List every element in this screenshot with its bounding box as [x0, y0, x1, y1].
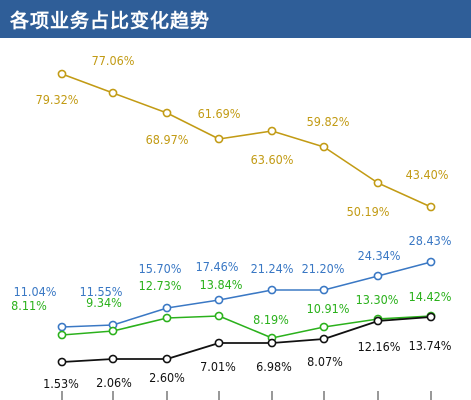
series-line-black	[61, 316, 432, 363]
data-point	[319, 334, 329, 344]
data-point	[214, 295, 224, 305]
data-label: 6.98%	[256, 359, 292, 374]
series-line-blue	[61, 261, 432, 328]
series-black: 1.53% 2.06% 2.60% 7.01% 6.98% 8.07% 12.16% 13.7…	[43, 312, 452, 391]
data-point	[162, 108, 172, 118]
data-label: 12.16%	[358, 339, 401, 354]
series-gold: 79.32% 77.06% 68.97% 61.69% 63.60% 59.82% 50.1…	[36, 53, 449, 219]
data-point	[319, 322, 329, 332]
data-point	[162, 354, 172, 364]
data-label: 8.11%	[11, 298, 47, 313]
data-point	[267, 338, 277, 348]
data-point	[108, 354, 118, 364]
chart-title: 各项业务占比变化趋势	[10, 10, 211, 32]
data-label: 50.19%	[347, 204, 390, 219]
series-line-green	[61, 315, 432, 339]
data-label: 77.06%	[92, 53, 135, 68]
data-label: 13.74%	[409, 338, 452, 353]
data-point	[426, 202, 436, 212]
data-label: 79.32%	[36, 92, 79, 107]
data-label: 17.46%	[196, 259, 239, 274]
data-label: 1.53%	[43, 376, 79, 391]
data-label: 11.55%	[80, 284, 123, 299]
data-label: 21.20%	[302, 261, 345, 276]
data-point	[57, 69, 67, 79]
data-label: 43.40%	[406, 167, 449, 182]
data-label: 7.01%	[200, 359, 236, 374]
data-label: 11.04%	[14, 284, 57, 299]
data-label: 59.82%	[307, 114, 350, 129]
data-point	[108, 326, 118, 336]
data-label: 21.24%	[251, 261, 294, 276]
data-label: 14.42%	[409, 289, 452, 304]
data-point	[373, 316, 383, 326]
data-point	[162, 303, 172, 313]
line-chart: 79.32% 77.06% 68.97% 61.69% 63.60% 59.82% 50.1…	[11, 53, 452, 400]
title-bar: 各项业务占比变化趋势	[0, 0, 471, 38]
data-label: 63.60%	[251, 152, 294, 167]
data-label: 61.69%	[198, 106, 241, 121]
data-label: 10.91%	[307, 301, 350, 316]
data-point	[214, 338, 224, 348]
data-label: 13.84%	[200, 277, 243, 292]
data-label: 24.34%	[358, 248, 401, 263]
data-label: 9.34%	[86, 295, 122, 310]
data-label: 15.70%	[139, 261, 182, 276]
data-label: 8.19%	[253, 312, 289, 327]
data-label: 28.43%	[409, 233, 452, 248]
data-point	[426, 312, 436, 322]
series-line-gold	[61, 73, 432, 208]
data-point	[214, 311, 224, 321]
data-point	[267, 285, 277, 295]
data-point	[57, 357, 67, 367]
data-point	[319, 285, 329, 295]
data-point	[373, 178, 383, 188]
data-label: 2.60%	[149, 370, 185, 385]
series-green: 8.11% 9.34% 12.73% 13.84% 8.19% 10.91% 13.30% 1…	[11, 277, 452, 343]
data-point	[267, 126, 277, 136]
data-label: 13.30%	[356, 292, 399, 307]
series-blue: 11.04% 11.55% 15.70% 17.46% 21.24% 21.20% 24.3…	[14, 233, 452, 332]
data-point	[162, 313, 172, 323]
data-point	[426, 257, 436, 267]
data-point	[57, 330, 67, 340]
data-point	[57, 322, 67, 332]
data-label: 12.73%	[139, 278, 182, 293]
data-point	[108, 88, 118, 98]
data-point	[214, 134, 224, 144]
data-label: 8.07%	[307, 354, 343, 369]
data-label: 68.97%	[146, 132, 189, 147]
data-point	[319, 142, 329, 152]
data-label: 2.06%	[96, 375, 132, 390]
data-point	[373, 271, 383, 281]
